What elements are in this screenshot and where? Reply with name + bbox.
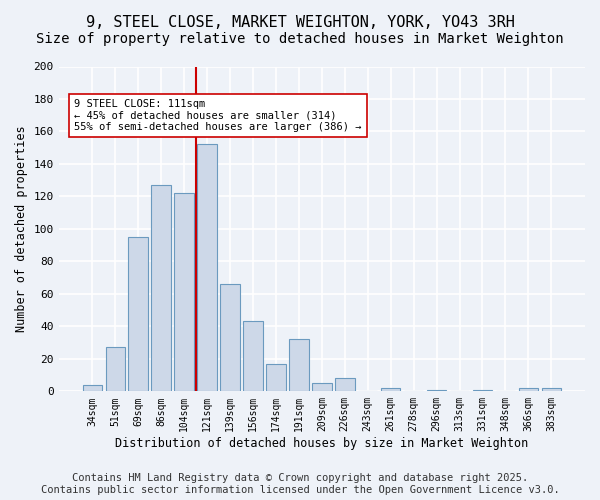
X-axis label: Distribution of detached houses by size in Market Weighton: Distribution of detached houses by size … (115, 437, 529, 450)
Text: 9 STEEL CLOSE: 111sqm
← 45% of detached houses are smaller (314)
55% of semi-det: 9 STEEL CLOSE: 111sqm ← 45% of detached … (74, 99, 362, 132)
Y-axis label: Number of detached properties: Number of detached properties (15, 126, 28, 332)
Bar (518, 388, 538, 392)
Bar (289, 340, 308, 392)
Bar (128, 237, 148, 392)
Bar (151, 185, 171, 392)
Text: 9, STEEL CLOSE, MARKET WEIGHTON, YORK, YO43 3RH: 9, STEEL CLOSE, MARKET WEIGHTON, YORK, Y… (86, 15, 514, 30)
Bar (473, 390, 492, 392)
Bar (381, 388, 400, 392)
Text: Size of property relative to detached houses in Market Weighton: Size of property relative to detached ho… (36, 32, 564, 46)
Bar (335, 378, 355, 392)
Bar (220, 284, 240, 392)
Bar (542, 388, 561, 392)
Bar (243, 322, 263, 392)
Bar (266, 364, 286, 392)
Bar (106, 348, 125, 392)
Bar (427, 390, 446, 392)
Bar (83, 385, 102, 392)
Bar (175, 193, 194, 392)
Bar (312, 383, 332, 392)
Text: Contains HM Land Registry data © Crown copyright and database right 2025.
Contai: Contains HM Land Registry data © Crown c… (41, 474, 559, 495)
Bar (197, 144, 217, 392)
